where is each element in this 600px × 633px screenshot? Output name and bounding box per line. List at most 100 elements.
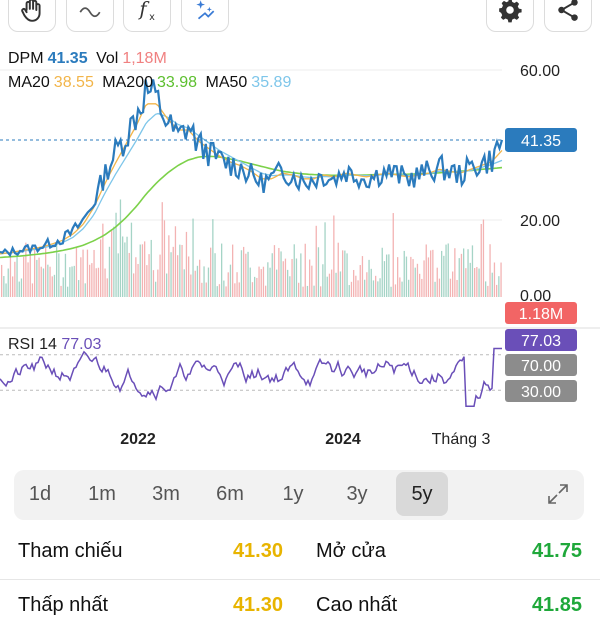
volume-bar [304,243,306,297]
volume-bar [47,264,49,297]
rsi-label-value: 77.03 [61,336,101,353]
volume-bar [454,248,456,297]
volume-bar [199,259,201,297]
range-3m[interactable]: 3m [152,483,180,505]
volume-bar [148,254,150,297]
settings-icon [499,0,522,23]
volume-bar [205,282,207,297]
volume-bar [392,213,394,297]
volume-bar [216,286,218,297]
volume-bar [174,226,177,297]
volume-bar [265,285,267,297]
range-5y[interactable]: 5y [396,472,448,516]
price-chart[interactable]: 60.00 20.00 0.00 41.35 1.18M RSI 14 77.03 77.0… [0,45,600,460]
volume-bar [247,251,249,297]
volume-bar [190,274,192,297]
volume-bar [289,276,291,297]
expand-icon[interactable] [546,482,570,506]
settings-button[interactable] [486,0,534,32]
volume-bar [236,272,238,297]
volume-bar [370,268,372,297]
hand-icon [21,0,41,22]
volume-bar [339,271,342,297]
hand-tool-button[interactable] [8,0,56,32]
x-axis-label: 2022 [120,431,156,448]
volume-bar [56,243,58,297]
volume-bar [212,219,214,297]
volume-bar [166,273,168,297]
volume-bar [434,281,436,297]
volume-bar [203,266,205,297]
volume-bar [95,268,97,297]
range-1m[interactable]: 1m [88,483,116,505]
volume-bar [267,262,269,297]
volume-bar [210,247,212,297]
volume-bar [243,246,245,297]
volume-bar [163,220,166,297]
volume-bar [137,263,139,297]
volume-bar [124,242,126,297]
volume-bar [311,265,313,297]
rsi-value-badge [505,329,577,351]
volume-bar [78,280,80,297]
range-1y[interactable]: 1y [282,483,304,505]
volume-bar [427,257,430,297]
volume-bar [262,266,265,297]
volume-bar [328,273,331,297]
volume-bar [130,222,133,297]
reference-label: Tham chiếu [18,540,123,562]
volume-bar [232,244,234,297]
volume-bar [27,262,29,297]
volume-bar [467,249,469,297]
volume-bar [111,230,113,297]
volume-bar [280,251,282,297]
volume-bar [152,270,155,297]
volume-bar [298,282,300,297]
share-button[interactable] [544,0,592,32]
low-value: 41.30 [232,594,283,616]
volume-bar [82,249,84,297]
volume-bar [20,278,23,297]
volume-bar [372,280,375,297]
line-tool-button[interactable] [66,0,114,32]
volume-bar [69,267,71,297]
volume-bar [86,249,89,297]
magic-icon [196,0,215,20]
volume-bar [7,268,9,297]
volume-bar [390,286,392,297]
volume-bar [229,264,232,297]
volume-bar [258,266,260,297]
volume-bar [355,275,357,297]
legend-ma200-label: MA200 [102,74,153,91]
range-3y[interactable]: 3y [346,483,368,505]
volume-bar [421,278,423,297]
range-1d[interactable]: 1d [28,483,52,505]
legend-ma50-label: MA50 [205,74,248,91]
volume-bar [447,243,449,297]
volume-bar [337,242,339,297]
volume-bar [489,244,491,297]
volume-bar [419,273,421,297]
magic-tool-button[interactable] [181,0,229,32]
volume-bar [12,276,14,297]
volume-bar [249,267,251,297]
volume-bar [284,258,287,297]
volume-bar [405,256,408,297]
volume-bar [471,245,474,297]
volume-bar [34,247,36,297]
volume-bar [346,253,348,297]
high-label: Cao nhất [316,594,398,616]
volume-bar [194,270,196,297]
current-price-badge [505,127,577,152]
reference-value: 41.30 [232,540,283,562]
volume-bar [221,243,223,297]
volume-bar [80,257,82,297]
volume-bar [496,284,498,297]
volume-bar [25,242,27,297]
volume-bar [157,269,159,297]
series-line-ma50 [0,112,503,255]
range-6m[interactable]: 6m [216,483,244,505]
